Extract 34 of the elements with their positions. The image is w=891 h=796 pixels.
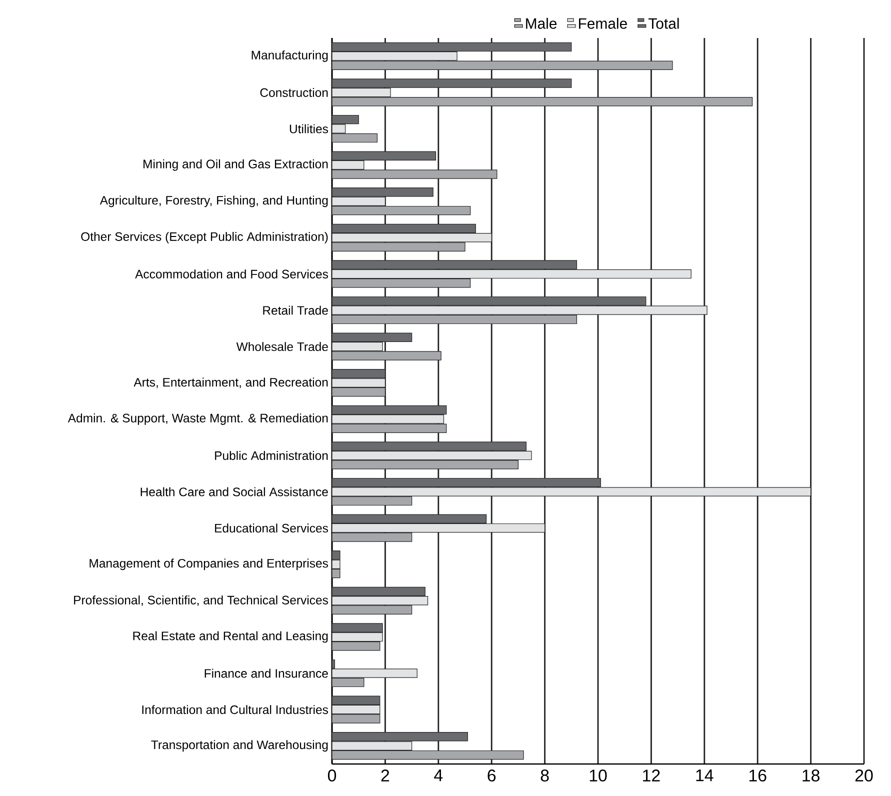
legend-label: Female bbox=[579, 18, 627, 29]
y-tick-label: Accommodation and Food Services bbox=[135, 269, 328, 278]
y-tick-label: Educational Services bbox=[215, 524, 328, 533]
y-tick-label: Information and Cultural Industries bbox=[142, 705, 328, 714]
x-tick-label: 8 bbox=[540, 770, 549, 782]
y-tick-label: Utilities bbox=[290, 124, 328, 134]
y-tick-label: Mining and Oil and Gas Extraction bbox=[144, 159, 328, 171]
x-tick-label: 12 bbox=[643, 770, 660, 782]
x-tick-label: 4 bbox=[434, 770, 443, 782]
x-tick-label: 10 bbox=[590, 770, 607, 782]
y-tick-label: Other Services (Except Public Administration) bbox=[81, 232, 328, 244]
y-tick-label: Admin. & Support, Waste Mgmt. & Remediation bbox=[68, 413, 328, 425]
x-tick-label: 20 bbox=[855, 770, 873, 782]
y-tick-label: Finance and Insurance bbox=[204, 668, 328, 678]
y-tick-label: Public Administration bbox=[215, 450, 328, 460]
y-tick-label: Agriculture, Forestry, Fishing, and Hunting bbox=[100, 196, 328, 208]
y-tick-label: Health Care and Social Assistance bbox=[140, 487, 328, 496]
x-tick-label: 16 bbox=[749, 770, 766, 782]
y-tick-label: Real Estate and Rental and Leasing bbox=[133, 631, 328, 643]
x-tick-label: 2 bbox=[381, 770, 390, 782]
legend-label: Total bbox=[648, 18, 679, 29]
y-tick-label: Wholesale Trade bbox=[236, 342, 328, 352]
x-tick-label: 0 bbox=[328, 770, 336, 782]
y-tick-label: Transportation and Warehousing bbox=[151, 740, 328, 752]
x-tick-label: 14 bbox=[696, 770, 714, 782]
legend-label: Male bbox=[526, 18, 557, 29]
x-tick-label: 6 bbox=[488, 770, 496, 782]
y-tick-label: Arts, Entertainment, and Recreation bbox=[134, 378, 328, 388]
y-tick-label: Construction bbox=[260, 88, 328, 97]
y-tick-label: Retail Trade bbox=[263, 306, 328, 315]
y-tick-label: Professional, Scientific, and Technical Services bbox=[74, 595, 328, 606]
x-tick-label: 18 bbox=[802, 770, 820, 782]
y-tick-label: Management of Companies and Enterprises bbox=[90, 558, 328, 570]
y-tick-label: Manufacturing bbox=[252, 50, 328, 62]
